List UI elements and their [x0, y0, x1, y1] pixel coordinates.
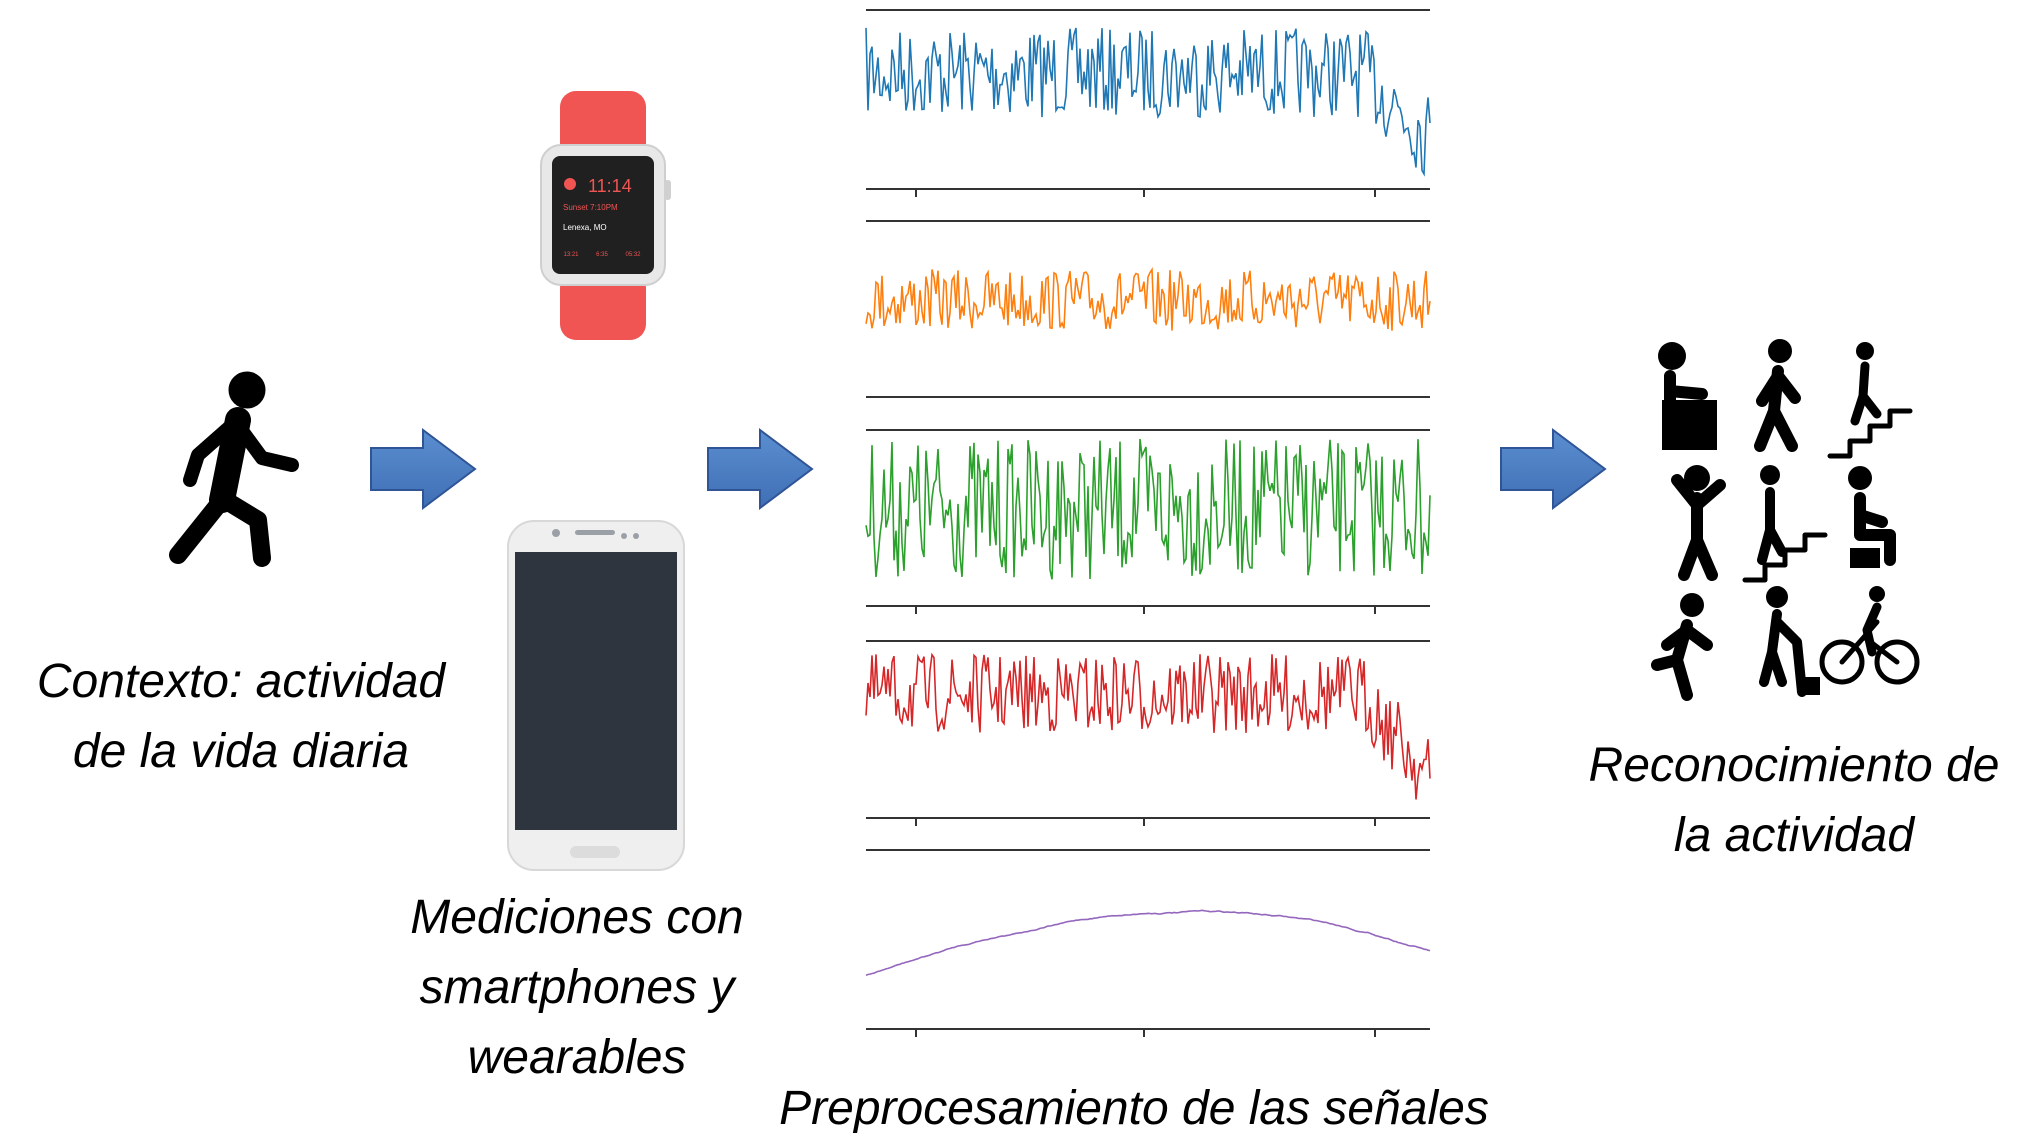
watch-time: 11:14 — [588, 176, 632, 196]
watch-sunset: Sunset 7:10PM — [563, 203, 618, 212]
signal-line — [866, 270, 1430, 331]
arrow — [708, 430, 812, 508]
measurements-label: Mediciones con — [410, 891, 744, 944]
page: {"context": {"lines": ["Contexto: activi… — [0, 0, 2033, 1133]
measurements-label: smartphones y — [420, 961, 738, 1014]
preprocessing-label: Preprocesamiento de las señales — [779, 1082, 1489, 1133]
activity-icons — [1657, 339, 1917, 695]
signal-line — [866, 654, 1430, 799]
recognition-label: la actividad — [1674, 809, 1915, 862]
context-label: Contexto: actividad — [37, 655, 447, 708]
arrow — [371, 430, 475, 508]
signal-line — [866, 910, 1430, 975]
watch-alarm: 13:21 — [563, 252, 579, 258]
signal-line — [866, 28, 1430, 174]
watch-alarm: 6:35 — [596, 252, 608, 258]
walking-person-icon — [178, 372, 292, 558]
watch-location: Lenexa, MO — [563, 223, 607, 232]
measurements-label: wearables — [468, 1031, 687, 1084]
signal-panels — [866, 10, 1430, 1037]
smartwatch-icon: 11:14 Sunset 7:10PM Lenexa, MO 13:21 6:3… — [541, 91, 671, 340]
diagram: 11:14 Sunset 7:10PM Lenexa, MO 13:21 6:3… — [0, 0, 2033, 1133]
arrow — [1501, 430, 1605, 508]
context-label: de la vida diaria — [73, 725, 409, 778]
recognition-label: Reconocimiento de — [1589, 739, 2000, 792]
smartphone-icon — [508, 521, 684, 870]
signal-line — [866, 439, 1430, 579]
watch-alarm: 05:32 — [625, 252, 641, 258]
